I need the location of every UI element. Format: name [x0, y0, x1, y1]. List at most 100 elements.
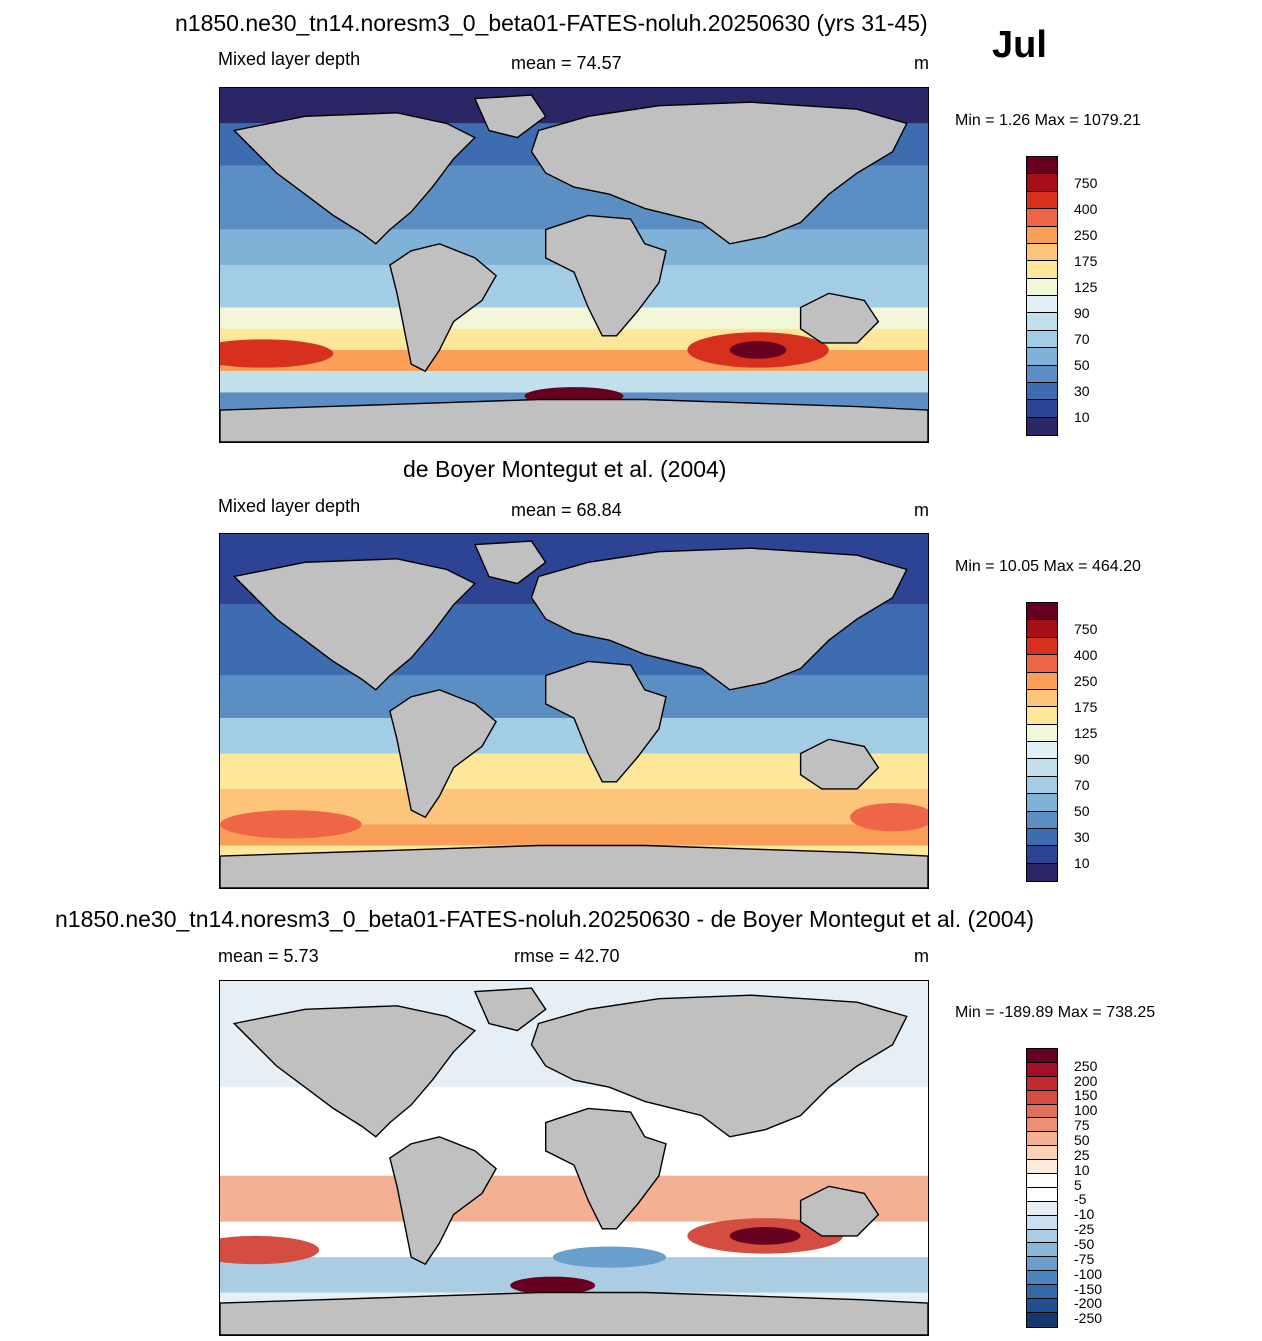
colorbar-tick-label: -5: [1074, 1191, 1087, 1208]
panel3-map: [219, 980, 929, 1336]
panel3-units-label: m: [914, 946, 929, 966]
colorbar-swatch: [1027, 1104, 1057, 1119]
colorbar-tick-label: 175: [1074, 699, 1098, 716]
colorbar-swatch: [1027, 1132, 1057, 1147]
colorbar-swatch: [1027, 1271, 1057, 1286]
ocean-field-band: [220, 718, 928, 754]
colorbar-swatch: [1027, 1215, 1057, 1230]
land-greenland: [473, 94, 547, 139]
panel1-units-label: m: [914, 53, 929, 73]
colorbar-swatch: [1027, 1243, 1057, 1258]
panel2-mean-label: mean = 68.84: [511, 500, 622, 520]
colorbar-swatch: [1027, 637, 1057, 656]
colorbar-swatch: [1027, 348, 1057, 366]
colorbar-tick-label: 70: [1074, 330, 1090, 347]
panel3-mean-label: mean = 5.73: [218, 946, 319, 966]
colorbar-swatch: [1027, 689, 1057, 708]
colorbar-tick-label: 25: [1074, 1146, 1090, 1163]
land-australia: [799, 738, 880, 790]
colorbar-swatch: [1027, 794, 1057, 812]
figure-title: n1850.ne30_tn14.noresm3_0_beta01-FATES-n…: [175, 10, 928, 36]
ocean-field-band: [220, 307, 928, 329]
colorbar-swatch: [1027, 863, 1057, 881]
colorbar-swatch: [1027, 382, 1057, 401]
ocean-field-patch: [220, 810, 362, 839]
ocean-field-band: [220, 824, 928, 846]
colorbar-tick-label: 125: [1074, 725, 1098, 741]
colorbar-swatch: [1027, 707, 1057, 725]
colorbar-swatch: [1027, 1160, 1057, 1175]
colorbar-swatch: [1027, 400, 1057, 418]
colorbar-swatch: [1027, 1049, 1057, 1063]
panel3-rmse-label: rmse = 42.70: [514, 946, 620, 966]
panel2-title: de Boyer Montegut et al. (2004): [403, 456, 727, 482]
colorbar-tick-label: -200: [1074, 1295, 1103, 1312]
ocean-field-patch: [220, 1235, 320, 1265]
colorbar-tick-label: -75: [1074, 1250, 1095, 1267]
colorbar-tick-label: 200: [1074, 1072, 1098, 1089]
map-canvas: [220, 981, 928, 1335]
ocean-field-patch: [850, 803, 928, 832]
panel2-left-label: Mixed layer depth: [218, 496, 361, 516]
colorbar-swatch: [1027, 365, 1057, 383]
colorbar-swatch: [1027, 313, 1057, 331]
colorbar-tick-label: -10: [1074, 1206, 1095, 1223]
colorbar-swatch: [1027, 1118, 1057, 1133]
panel1-mean-label: mean = 74.57: [511, 53, 622, 73]
colorbar-swatch: [1027, 655, 1057, 673]
land-samerica: [389, 689, 497, 819]
colorbar-tick-label: 750: [1074, 621, 1098, 638]
land-africa: [545, 660, 667, 783]
land-eurasia: [530, 101, 908, 245]
colorbar-tick-label: 10: [1074, 854, 1090, 871]
colorbar-swatch: [1027, 1090, 1057, 1105]
colorbar-swatch: [1027, 620, 1057, 638]
panel3-minmax: Min = -189.89 Max = 738.25: [955, 1004, 1156, 1021]
colorbar-tick-label: 250: [1074, 1057, 1098, 1074]
panel2-units-label: m: [914, 500, 929, 520]
colorbar-tick-label: -100: [1074, 1265, 1103, 1282]
panel1-map: [219, 87, 929, 443]
land-eurasia: [530, 547, 908, 691]
land-antarctica: [220, 844, 928, 888]
panel3-title: n1850.ne30_tn14.noresm3_0_beta01-FATES-n…: [55, 906, 1035, 932]
colorbar-swatch: [1027, 296, 1057, 314]
colorbar-swatch: [1027, 1201, 1057, 1216]
panel1-minmax: Min = 1.26 Max = 1079.21: [955, 112, 1141, 129]
colorbar-tick-label: -150: [1074, 1280, 1103, 1297]
colorbar-tick-label: 50: [1074, 1131, 1090, 1148]
colorbar-swatch: [1027, 1285, 1057, 1300]
colorbar-tick-label: 90: [1074, 304, 1090, 321]
month-label: Jul: [992, 24, 1047, 66]
colorbar-tick-label: -250: [1074, 1310, 1103, 1327]
colorbar-swatch: [1027, 603, 1057, 621]
colorbar-tick-label: 30: [1074, 828, 1090, 845]
map-canvas: [220, 534, 928, 888]
colorbar-tick-label: 50: [1074, 802, 1090, 819]
colorbar-swatch: [1027, 1257, 1057, 1272]
panel3-colorbar: [1026, 1048, 1058, 1328]
ocean-field-patch: [220, 339, 334, 368]
colorbar-swatch: [1027, 724, 1057, 742]
colorbar-swatch: [1027, 828, 1057, 847]
ocean-field-band: [220, 371, 928, 393]
colorbar-tick-label: 125: [1074, 279, 1098, 295]
land-namerica: [232, 558, 477, 691]
colorbar-swatch: [1027, 417, 1057, 435]
land-antarctica: [220, 398, 928, 442]
colorbar-tick-label: 250: [1074, 227, 1098, 244]
colorbar-tick-label: 750: [1074, 175, 1098, 192]
colorbar-swatch: [1027, 191, 1057, 210]
colorbar-tick-label: 400: [1074, 647, 1098, 664]
colorbar-swatch: [1027, 330, 1057, 349]
colorbar-swatch: [1027, 278, 1057, 296]
colorbar-swatch: [1027, 261, 1057, 279]
land-greenland: [473, 987, 547, 1032]
colorbar-swatch: [1027, 759, 1057, 777]
colorbar-swatch: [1027, 1076, 1057, 1091]
land-namerica: [232, 1005, 477, 1138]
land-eurasia: [530, 994, 908, 1138]
land-australia: [799, 292, 880, 344]
ocean-field-patch: [510, 1276, 596, 1295]
land-namerica: [232, 112, 477, 245]
